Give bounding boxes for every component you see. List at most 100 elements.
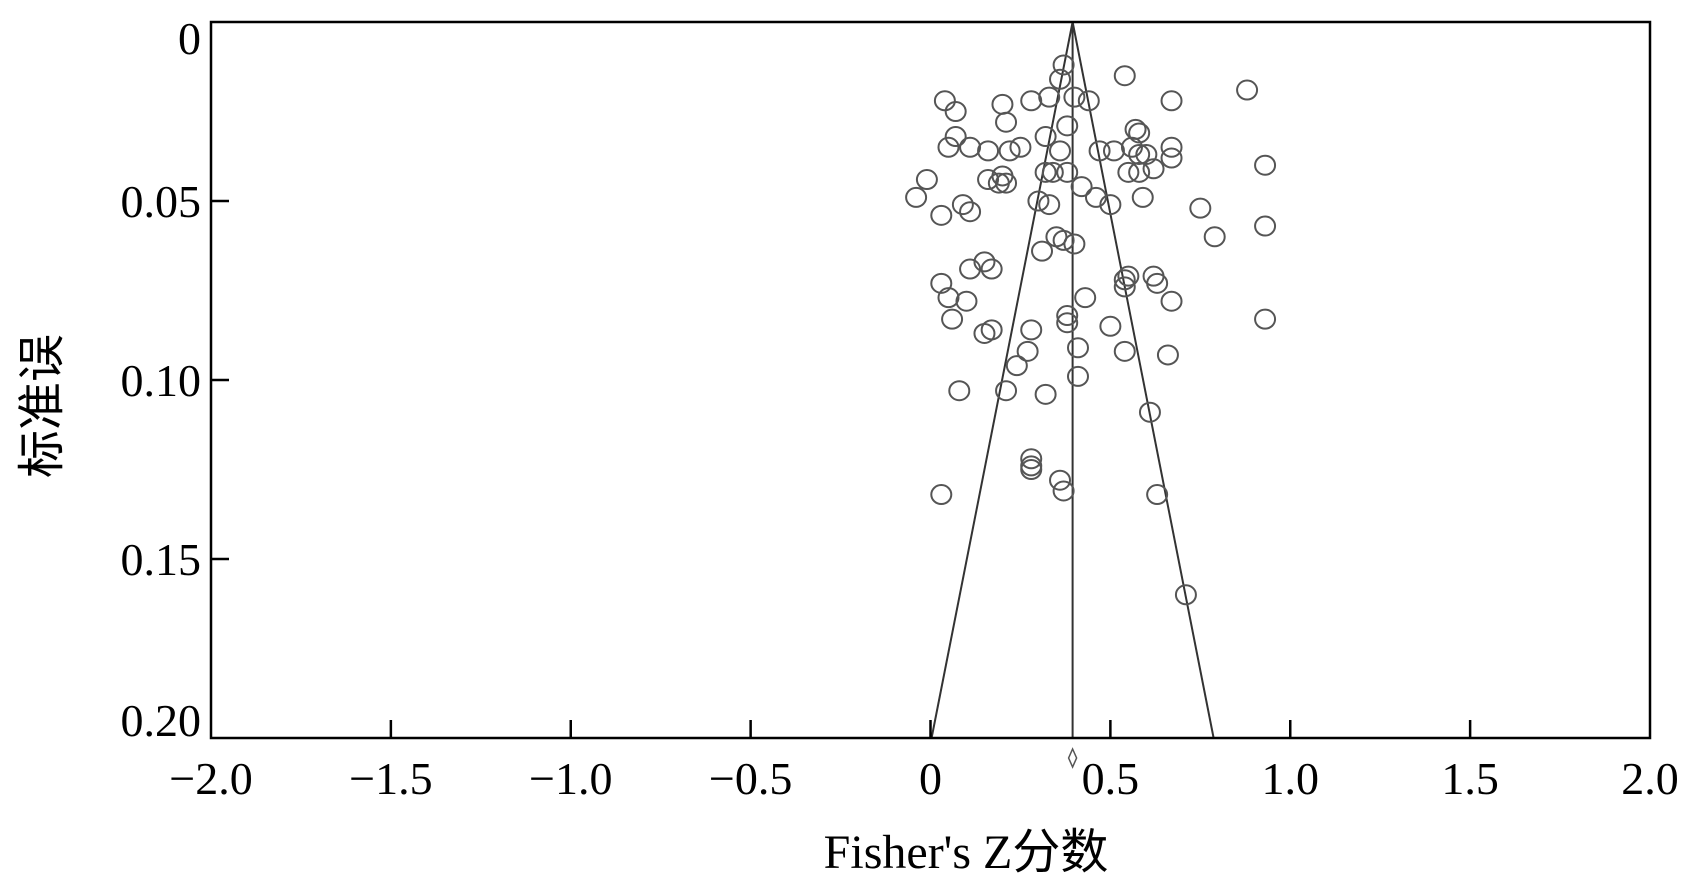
data-point xyxy=(1128,143,1151,165)
data-point xyxy=(1070,176,1093,198)
data-point xyxy=(1160,136,1183,158)
data-point xyxy=(1056,115,1079,137)
data-point xyxy=(1146,484,1169,506)
y-axis-title: 标准误 xyxy=(16,334,69,478)
data-point xyxy=(1056,161,1079,183)
data-point xyxy=(1160,147,1183,169)
data-point xyxy=(1142,158,1165,180)
data-point xyxy=(1020,319,1043,341)
data-point xyxy=(915,169,938,191)
data-point xyxy=(948,380,971,402)
y-tick-label: 0.05 xyxy=(121,176,202,227)
data-point xyxy=(944,101,967,122)
data-point xyxy=(1236,79,1259,101)
data-point xyxy=(944,126,967,148)
data-point xyxy=(930,484,953,506)
data-point xyxy=(1102,140,1125,162)
data-point xyxy=(1034,126,1057,148)
data-point xyxy=(951,194,974,216)
data-point xyxy=(941,308,964,330)
data-point xyxy=(937,136,960,158)
data-point xyxy=(905,186,928,208)
x-tick-label: 0.5 xyxy=(1082,753,1140,804)
data-point xyxy=(1074,287,1097,309)
x-tick-label: 1.5 xyxy=(1441,753,1499,804)
data-point xyxy=(1113,340,1136,362)
summary-diamond xyxy=(1067,747,1078,769)
data-point xyxy=(1117,161,1140,183)
data-point xyxy=(1146,272,1169,294)
data-point xyxy=(1038,194,1061,216)
data-point xyxy=(1056,305,1079,327)
data-point xyxy=(1160,290,1183,312)
axes-layer: −2.0 −1.5 −1.0 −0.5 0 0.5 1.0 1.5 2.0 0 0.05 0.10 0.… xyxy=(121,13,1679,804)
data-point xyxy=(1034,383,1057,405)
data-point xyxy=(1052,229,1075,251)
data-point xyxy=(1020,448,1043,470)
data-point xyxy=(1020,90,1043,112)
data-point xyxy=(1063,86,1086,108)
points-layer xyxy=(905,54,1277,606)
y-tick-label: 0.15 xyxy=(121,534,202,585)
x-axis-title: Fisher's Z分数 xyxy=(824,826,1109,879)
data-point xyxy=(1005,355,1028,377)
x-tick-label: 0 xyxy=(919,753,942,804)
data-point xyxy=(1034,161,1057,183)
y-tick-label: 0 xyxy=(178,13,201,64)
x-tick-label: 2.0 xyxy=(1621,753,1679,804)
data-point xyxy=(1113,269,1136,291)
y-tick-label: 0.20 xyxy=(121,695,202,746)
data-point xyxy=(995,111,1018,133)
x-tick-label: −0.5 xyxy=(709,753,792,804)
data-point xyxy=(1049,68,1072,90)
data-point xyxy=(930,272,953,294)
data-point xyxy=(995,380,1018,402)
data-point xyxy=(1016,340,1039,362)
data-point xyxy=(998,140,1021,162)
data-point xyxy=(1113,276,1136,298)
data-point xyxy=(1160,90,1183,112)
data-point xyxy=(1066,337,1089,359)
data-point xyxy=(1084,186,1107,208)
x-tick-label: −1.5 xyxy=(349,753,432,804)
data-point xyxy=(1135,143,1158,165)
x-tick-label: −2.0 xyxy=(169,753,252,804)
data-point xyxy=(959,258,982,280)
data-point xyxy=(973,251,996,273)
data-point xyxy=(1088,140,1111,162)
data-point xyxy=(1049,140,1072,162)
data-point xyxy=(1027,190,1050,212)
funnel-layer xyxy=(930,21,1215,739)
data-point xyxy=(1031,240,1054,262)
data-point xyxy=(1189,197,1212,219)
data-point xyxy=(1041,161,1064,183)
data-point xyxy=(959,201,982,223)
data-point xyxy=(1113,65,1136,87)
data-point xyxy=(1063,233,1086,255)
data-point xyxy=(1066,365,1089,387)
data-point xyxy=(977,140,1000,162)
data-point xyxy=(1174,584,1197,606)
data-point xyxy=(1049,469,1072,491)
plot-frame xyxy=(209,20,1652,740)
data-point xyxy=(1038,86,1061,108)
data-point xyxy=(1117,265,1140,287)
data-point xyxy=(1131,186,1154,208)
x-tick-label: 1.0 xyxy=(1262,753,1320,804)
data-point xyxy=(1020,459,1043,480)
data-point xyxy=(1138,401,1161,423)
data-point xyxy=(1052,480,1075,502)
data-point xyxy=(1124,118,1147,140)
funnel-left-line xyxy=(930,21,1074,739)
data-point xyxy=(1009,136,1032,158)
data-point xyxy=(1052,54,1075,76)
data-point xyxy=(1156,344,1179,366)
data-point xyxy=(937,287,960,309)
data-point xyxy=(1077,90,1100,112)
data-point xyxy=(991,165,1014,187)
data-point xyxy=(991,93,1014,115)
data-point xyxy=(1254,308,1277,330)
data-point xyxy=(933,90,956,112)
data-point xyxy=(977,169,1000,191)
